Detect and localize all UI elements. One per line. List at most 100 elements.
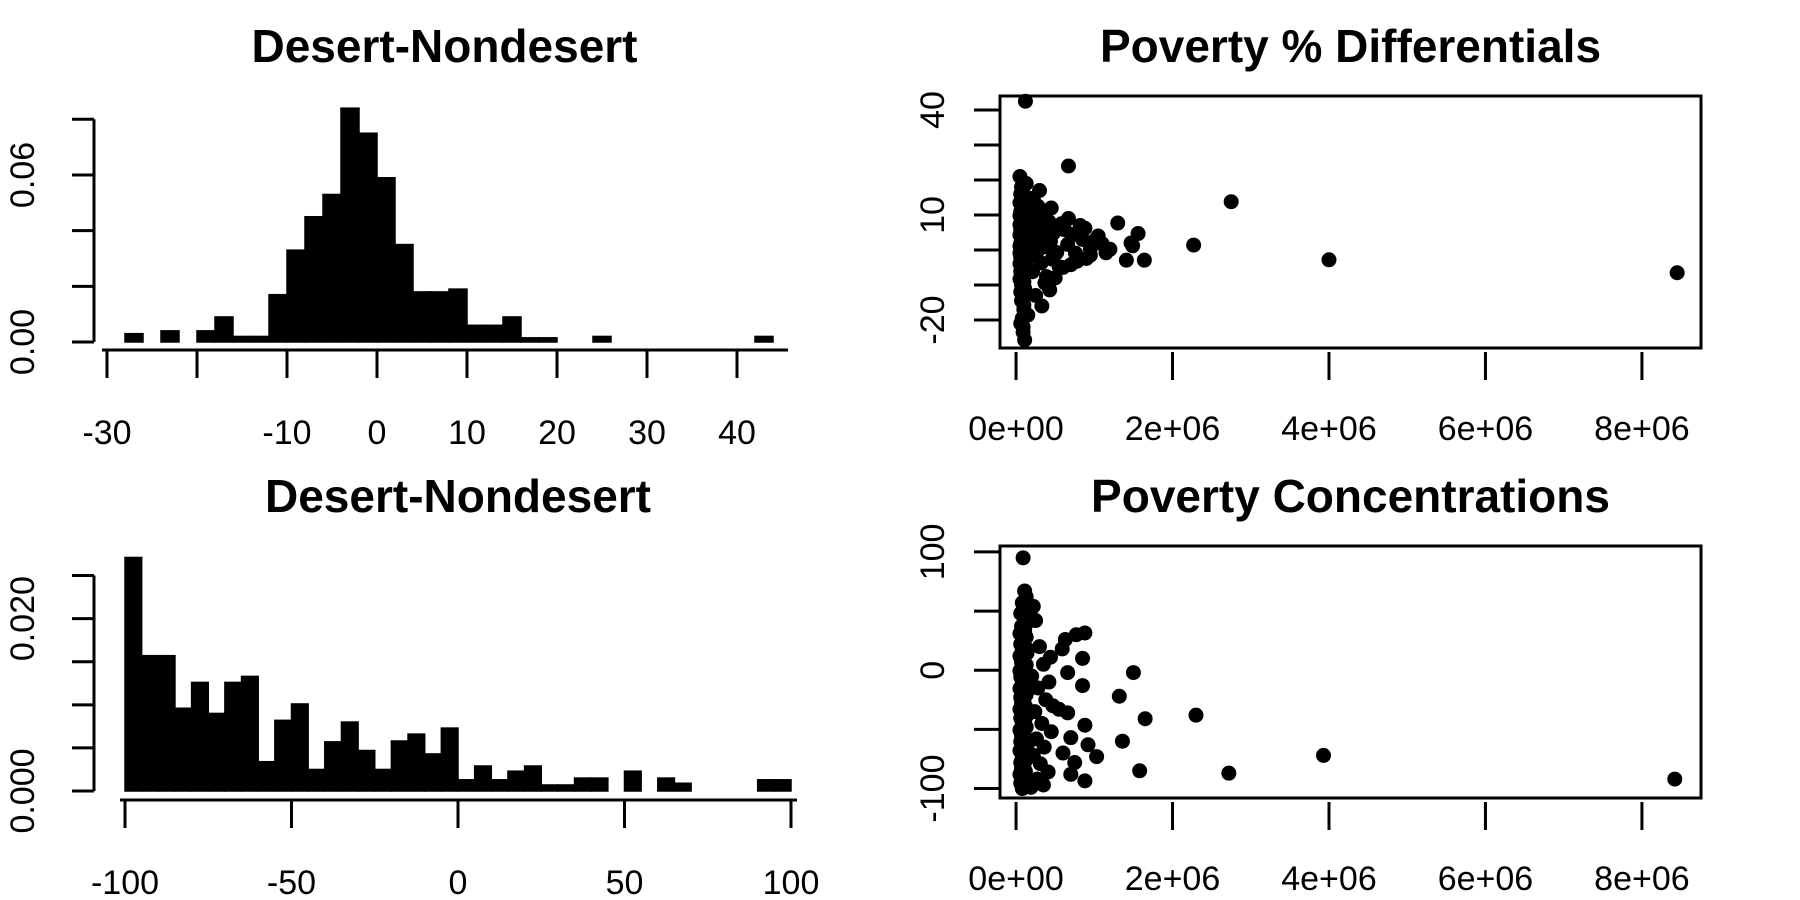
x-tick-label: 100	[763, 864, 820, 900]
histogram-bar	[140, 654, 160, 792]
histogram-bar	[448, 288, 468, 343]
histogram-bar	[502, 316, 522, 343]
histogram-bar	[157, 654, 176, 792]
data-point	[1110, 215, 1126, 231]
data-point	[1075, 650, 1091, 666]
histogram-bar	[232, 335, 252, 343]
panel-scatter-poverty-concentrations: -100 0 100 0e+00 2e+06 4e+06 6e+06 8e+06 Poverty…	[914, 470, 1703, 898]
y-tick-label: 100	[914, 524, 952, 581]
histogram-bar	[412, 291, 432, 343]
histogram-bar	[394, 243, 414, 343]
data-point	[1042, 282, 1058, 298]
y-tick-label: 0.020	[4, 576, 42, 661]
plot-frame	[998, 94, 1703, 350]
chart-title: Desert-Nondesert	[252, 20, 638, 72]
histogram-bar	[623, 770, 642, 792]
data-point	[1221, 765, 1237, 781]
x-tick-label: 0	[449, 864, 468, 900]
plot-frame	[998, 544, 1703, 800]
histogram-bar	[756, 779, 776, 792]
data-point	[1060, 665, 1076, 681]
data-point	[1063, 257, 1079, 273]
histogram-bar	[407, 733, 426, 792]
y-tick-label: 0.00	[4, 309, 42, 375]
data-point	[1321, 252, 1337, 268]
data-point	[1130, 226, 1146, 242]
histogram-bar	[573, 777, 592, 792]
data-point	[1667, 771, 1683, 787]
histogram-bar	[440, 727, 459, 792]
histogram-bar	[196, 330, 216, 343]
histogram-bar	[538, 337, 558, 343]
data-point	[1032, 639, 1048, 655]
data-point	[1186, 237, 1202, 253]
x-tick-label: 8e+06	[1594, 860, 1690, 898]
x-tick-label: 50	[606, 864, 644, 900]
histogram-bar	[190, 681, 210, 792]
data-point	[1034, 298, 1050, 314]
x-tick-label: -100	[91, 864, 159, 900]
histogram-bar	[124, 332, 144, 343]
data-point	[1136, 252, 1152, 268]
x-tick-label: 10	[448, 414, 486, 452]
histogram-bar	[657, 777, 676, 792]
histogram-bar	[520, 337, 540, 343]
data-point	[1114, 733, 1130, 749]
histogram-bar	[268, 293, 288, 343]
y-tick-label: 10	[914, 196, 952, 234]
histogram-bar	[286, 249, 306, 343]
histogram-bar	[290, 703, 309, 792]
data-point	[1102, 241, 1118, 257]
data-point	[1024, 264, 1040, 280]
x-tick-label: 8e+06	[1594, 410, 1690, 448]
histogram-bar	[523, 765, 542, 792]
data-point	[1072, 218, 1088, 233]
histogram-bar	[340, 721, 359, 792]
x-tick-label: 30	[628, 414, 666, 452]
histogram-bar	[473, 765, 493, 792]
x-tick-label: 20	[538, 414, 576, 452]
data-point	[1669, 265, 1685, 281]
histogram-bar	[423, 753, 443, 792]
histogram-bar	[376, 177, 396, 343]
data-point	[1055, 745, 1071, 761]
data-point	[1054, 641, 1070, 657]
data-point	[1041, 674, 1057, 690]
data-point	[1063, 730, 1079, 746]
x-tick-label: -50	[267, 864, 316, 900]
y-tick-label: 0	[914, 661, 952, 680]
x-tick-label: 0e+00	[968, 860, 1063, 898]
histogram-bar	[214, 316, 234, 343]
histogram-bar	[324, 741, 343, 792]
x-tick-label: 4e+06	[1281, 860, 1377, 898]
x-tick-label: 0e+00	[968, 410, 1063, 448]
data-point	[1111, 688, 1127, 704]
histogram-bar	[340, 107, 360, 343]
data-point	[1040, 764, 1056, 780]
histogram-bar	[754, 335, 774, 343]
data-point	[1078, 250, 1094, 266]
data-point	[1089, 749, 1105, 765]
data-point	[1080, 737, 1096, 753]
histogram-bar	[250, 335, 270, 343]
data-point	[1045, 698, 1061, 714]
histogram-bar	[466, 324, 486, 343]
histogram-bar	[592, 335, 612, 343]
data-point	[1051, 259, 1067, 275]
y-tick-label: -20	[914, 295, 952, 344]
panel-histogram-desert-top: 0.00 0.06 -30 -10 0 10 20 30 40 Desert-Nondesert	[4, 20, 788, 452]
data-point	[1017, 93, 1033, 109]
x-tick-label: 2e+06	[1125, 410, 1221, 448]
histogram-bar	[540, 784, 559, 792]
histogram-bar	[257, 760, 276, 792]
histogram-bar	[307, 768, 326, 792]
y-tick-label: -100	[914, 755, 952, 823]
histogram-bar	[224, 681, 243, 792]
data-point	[1077, 773, 1093, 789]
x-tick-label: -30	[82, 414, 131, 452]
histogram-bar	[390, 740, 409, 792]
x-tick-label: -10	[262, 414, 311, 452]
data-point	[1030, 680, 1046, 696]
